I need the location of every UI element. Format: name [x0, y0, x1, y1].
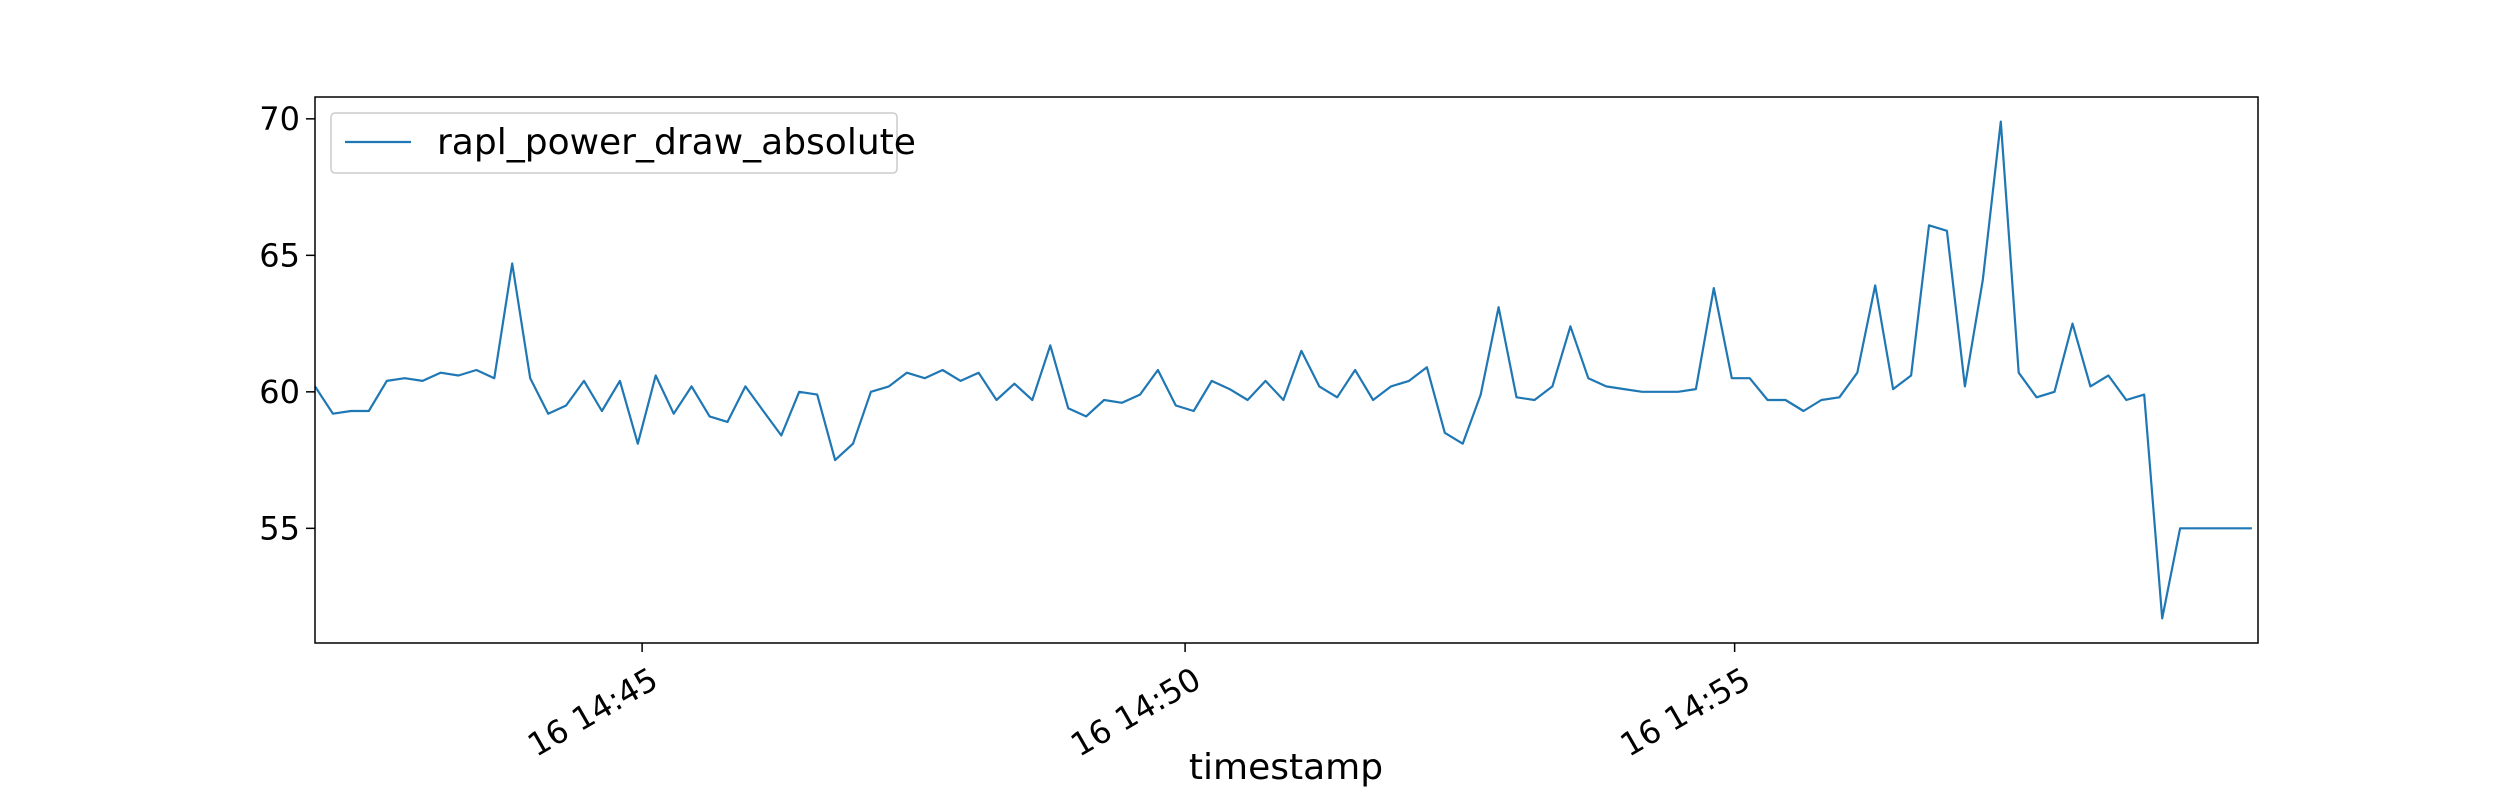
y-tick-label: 70 — [259, 100, 300, 138]
legend-label: rapl_power_draw_absolute — [437, 122, 916, 163]
series-line-rapl-power-draw-absolute — [314, 120, 2252, 620]
x-axis-title: timestamp — [1189, 747, 1383, 788]
y-tick-label: 55 — [259, 509, 300, 547]
legend: rapl_power_draw_absolute — [330, 112, 916, 174]
y-tick-label: 60 — [259, 373, 300, 411]
legend-box — [330, 112, 898, 174]
plot-area — [314, 120, 2252, 620]
axes-frame — [314, 96, 2259, 644]
y-tick-label: 65 — [259, 236, 300, 274]
y-axis: 55 60 65 70 — [259, 100, 315, 547]
